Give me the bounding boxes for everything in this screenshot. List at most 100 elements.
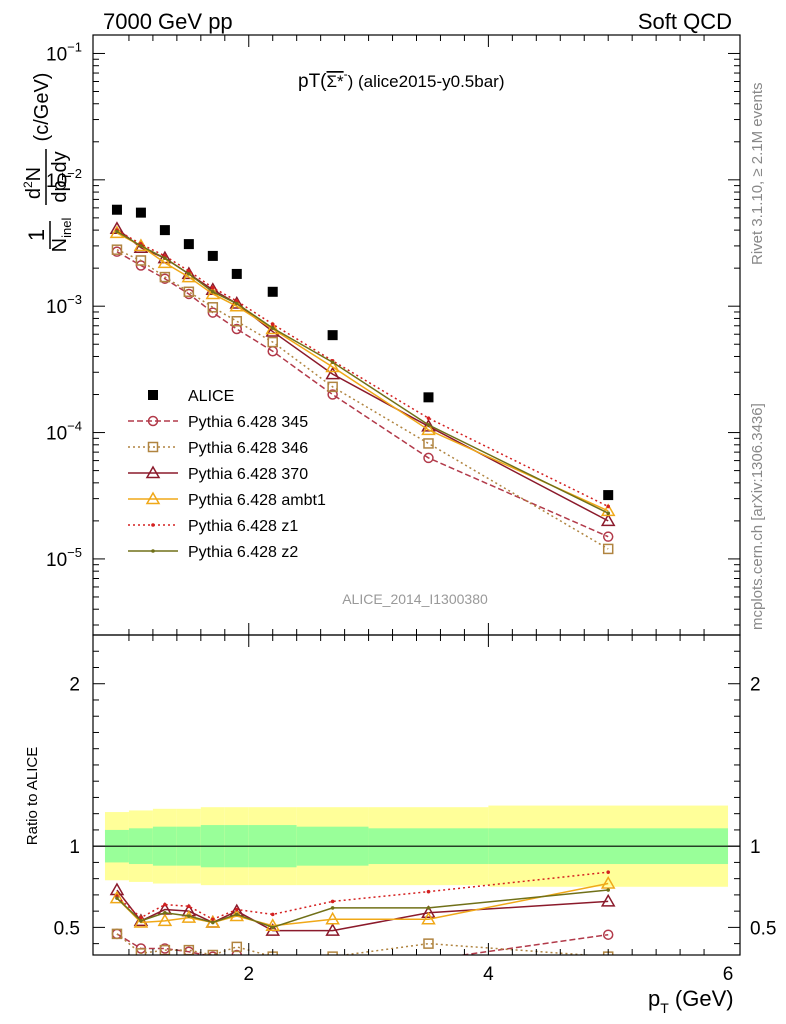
- main-point-alice-7: [327, 330, 338, 341]
- main-point-ambt1-8: [421, 422, 436, 436]
- ratio-point-z1-2: [163, 902, 167, 907]
- ratio-point-z2-8: [426, 906, 431, 910]
- ratio-point-z2-2: [163, 910, 167, 915]
- main-point-z1-3: [187, 269, 191, 273]
- ratio-point-p346-5: [231, 941, 243, 953]
- main-point-p370-9: [600, 513, 616, 527]
- ratio-point-z1-5: [234, 907, 239, 912]
- main-point-p346-4: [207, 302, 219, 313]
- main-point-z2-2: [163, 256, 167, 260]
- ratio-point-ambt1-7: [325, 911, 340, 925]
- analysis-watermark: ALICE_2014_I1300380: [342, 591, 488, 607]
- legend-label: ALICE: [188, 388, 234, 405]
- plot-title-sup: -: [344, 67, 348, 81]
- main-point-z2-6: [270, 326, 275, 330]
- rivet-label: Rivet 3.1.10, ≥ 2.1M events: [749, 83, 766, 266]
- main-point-ambt1-6: [265, 321, 281, 335]
- legend-marker: [147, 415, 159, 427]
- ratio-y-tick-label-left: 2: [69, 675, 80, 696]
- header-energy: 7000 GeV pp: [103, 9, 233, 34]
- legend-item-p370: Pythia 6.428 370: [128, 465, 308, 483]
- legend-item-ambt1: Pythia 6.428 ambt1: [128, 491, 326, 509]
- ratio-series-line-p345: [116, 933, 609, 955]
- svg-text:(c/GeV): (c/GeV): [31, 73, 53, 142]
- ratio-point-z1-8: [426, 889, 431, 894]
- main-series-group: [109, 204, 616, 555]
- main-point-z1-6: [270, 322, 275, 327]
- ratio-point-z1-1: [139, 915, 143, 920]
- main-point-p345-7: [327, 389, 338, 400]
- main-y-tick-label: 10−5: [46, 545, 82, 571]
- ratio-point-p346-0: [111, 928, 123, 940]
- main-point-alice-8: [423, 392, 434, 403]
- ratio-point-z2-0: [115, 896, 119, 900]
- ratio-y-tick-label-left: 0.5: [54, 918, 80, 939]
- main-point-alice-4: [207, 250, 218, 261]
- plot-title-tail: ) (alice2015-y0.5bar): [348, 72, 505, 91]
- main-point-ambt1-9: [600, 503, 616, 517]
- main-point-p345-8: [423, 452, 434, 464]
- main-y-tick-label: 10−2: [46, 166, 82, 192]
- main-point-alice-2: [159, 225, 170, 236]
- header-category: Soft QCD: [638, 9, 732, 34]
- x-axis-label: pT (GeV): [648, 986, 734, 1016]
- ratio-point-z2-7: [330, 906, 335, 910]
- legend-item-z2: Pythia 6.428 z2: [128, 544, 298, 561]
- ratio-point-ambt1-1: [133, 915, 149, 928]
- legend-label: Pythia 6.428 345: [188, 414, 308, 431]
- plot-title: pT(Σ*-) (alice2015-y0.5bar): [298, 67, 504, 92]
- main-series-line-p346: [116, 249, 609, 550]
- x-tick-label: 2: [243, 964, 254, 985]
- ratio-point-p345-9: [602, 929, 614, 940]
- ratio-point-z2-1: [139, 919, 143, 923]
- ratio-point-z2-4: [211, 920, 215, 925]
- main-series-line-p370: [116, 228, 609, 522]
- ratio-point-z1-3: [187, 904, 191, 909]
- ratio-y-axis-label: Ratio to ALICE: [24, 747, 41, 845]
- main-point-alice-3: [183, 239, 194, 250]
- main-point-z1-4: [211, 285, 215, 290]
- ratio-point-ambt1-2: [157, 913, 173, 927]
- main-y-axis-label: 1 Ninel d2N dpTdy (c/GeV): [21, 73, 74, 253]
- main-point-z2-9: [606, 511, 611, 516]
- ratio-y-tick-label-right: 2: [750, 675, 761, 696]
- ratio-point-z2-6: [270, 925, 275, 930]
- ratio-point-ambt1-6: [265, 918, 281, 932]
- ratio-point-p346-7: [327, 951, 338, 955]
- ratio-series-line-z1: [116, 871, 609, 921]
- ratio-point-z1-9: [606, 870, 611, 874]
- ratio-series-line-ambt1: [116, 882, 609, 927]
- main-point-ambt1-0: [109, 225, 125, 239]
- legend-item-z1: Pythia 6.428 z1: [128, 518, 298, 535]
- ratio-point-z2-3: [187, 914, 191, 918]
- main-point-z2-7: [330, 360, 335, 365]
- main-series-line-ambt1: [116, 232, 609, 512]
- ratio-point-z1-6: [270, 912, 275, 917]
- ratio-point-z2-5: [234, 912, 239, 917]
- ratio-y-tick-label-right: 0.5: [750, 918, 776, 939]
- main-point-p346-8: [423, 438, 434, 449]
- ratio-point-z1-7: [330, 899, 335, 904]
- main-point-z2-1: [139, 244, 143, 248]
- svg-text:dpTdy: dpTdy: [49, 151, 74, 202]
- legend-item-alice: ALICE: [148, 388, 234, 405]
- legend-label: Pythia 6.428 ambt1: [188, 492, 326, 509]
- legend-label: Pythia 6.428 z1: [188, 518, 298, 535]
- main-plot-area: 10−1 10−2 10−3 10−4 10−5 ALICE Pythia 6.428 34…: [46, 34, 741, 636]
- main-point-z1-8: [426, 416, 431, 420]
- main-point-p345-9: [602, 531, 614, 542]
- svg-text:d2N: d2N: [21, 167, 45, 199]
- main-series-line-z2: [116, 230, 609, 514]
- x-tick-label: 6: [723, 964, 734, 985]
- main-point-p345-5: [231, 323, 243, 335]
- ratio-series-line-p370: [116, 889, 609, 932]
- ratio-point-ambt1-9: [600, 876, 616, 889]
- ratio-point-p346-4: [207, 949, 219, 955]
- main-point-z1-5: [234, 299, 239, 303]
- main-point-z2-8: [426, 423, 431, 427]
- ratio-point-p370-0: [109, 882, 125, 896]
- ratio-point-p345-5: [231, 949, 243, 955]
- main-point-alice-1: [135, 207, 146, 218]
- ratio-point-p346-1: [135, 948, 147, 955]
